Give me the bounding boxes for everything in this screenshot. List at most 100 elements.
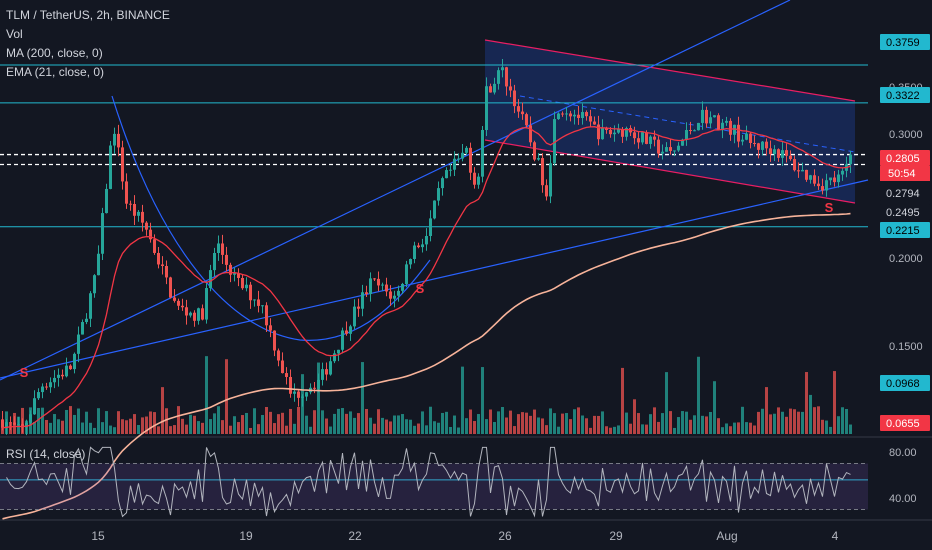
volume-bar [65, 409, 68, 434]
candle-body [713, 115, 716, 118]
candle-body [561, 113, 564, 115]
candle-body [477, 176, 480, 185]
x-tick-label: 26 [498, 529, 512, 543]
volume-bar [153, 412, 156, 434]
countdown-bg [880, 166, 930, 181]
volume-bar [245, 412, 248, 434]
volume-bars [1, 356, 852, 434]
candle-body [797, 170, 800, 172]
volume-bar [189, 414, 192, 434]
volume-bar [405, 419, 408, 434]
candle-body [53, 377, 56, 383]
ma-legend[interactable]: MA (200, close, 0) [6, 46, 103, 60]
rsi-legend[interactable]: RSI (14, close) [6, 447, 86, 461]
candle-body [581, 112, 584, 119]
volume-bar [377, 409, 380, 434]
volume-bar [833, 371, 836, 434]
volume-bar [825, 420, 828, 434]
candle-body [217, 243, 220, 253]
volume-bar [701, 415, 704, 434]
ema-legend[interactable]: EMA (21, close, 0) [6, 65, 105, 79]
volume-bar [605, 426, 608, 434]
candle-body [549, 163, 552, 197]
price-label-text: 0.3322 [886, 90, 920, 102]
candle-body [689, 130, 692, 132]
candle-body [457, 158, 460, 160]
candle-body [809, 175, 812, 180]
candle-body [593, 121, 596, 125]
candle-body [545, 185, 548, 197]
candle-body [849, 154, 852, 165]
candle-body [381, 284, 384, 286]
volume-bar [581, 415, 584, 434]
candle-body [429, 218, 432, 236]
candle-body [121, 147, 124, 182]
volume-bar [125, 420, 128, 434]
candle-body [181, 305, 184, 308]
volume-bar [317, 362, 320, 434]
volume-bar [45, 419, 48, 434]
candle-body [705, 109, 708, 124]
volume-bar [557, 426, 560, 434]
y-tick-label: 0.1500 [889, 341, 923, 353]
volume-bar [549, 408, 552, 434]
price-label-bg [880, 204, 930, 220]
volume-bar [525, 412, 528, 434]
candle-body [177, 300, 180, 306]
candle-body [617, 129, 620, 133]
volume-bar [785, 416, 788, 434]
candle-body [37, 392, 40, 399]
candle-body [185, 307, 188, 316]
candle-body [329, 361, 332, 375]
volume-bar [121, 419, 124, 434]
candle-body [677, 145, 680, 151]
price-label-text: 0.2794 [886, 188, 920, 200]
volume-bar [117, 411, 120, 434]
candle-body [117, 133, 120, 148]
volume-bar [773, 413, 776, 434]
candle-body [505, 67, 508, 87]
y-tick-label: 0.3000 [889, 129, 923, 141]
candle-body [153, 239, 156, 253]
x-tick-label: 15 [91, 529, 105, 543]
volume-bar [737, 422, 740, 434]
price-label-text: 0.2805 [886, 153, 920, 165]
volume-bar [589, 427, 592, 434]
volume-bar [33, 421, 36, 434]
volume-bar [561, 413, 564, 434]
volume-bar [621, 367, 624, 434]
volume-bar [497, 411, 500, 434]
candle-body [525, 114, 528, 126]
volume-bar [137, 425, 140, 434]
candle-body [237, 273, 240, 278]
price-label-bg [880, 34, 930, 50]
channel-mid-line [519, 95, 856, 153]
volume-bar [709, 412, 712, 434]
ema-21-line [2, 126, 851, 429]
symbol-title[interactable]: TLM / TetherUS, 2h, BINANCE [6, 8, 170, 22]
volume-bar [565, 413, 568, 434]
candle-body [513, 90, 516, 107]
rsi-band [0, 463, 868, 510]
volume-bar [513, 426, 516, 434]
candle-body [89, 293, 92, 319]
vol-legend[interactable]: Vol [6, 27, 23, 41]
volume-bar [145, 416, 148, 434]
candle-body [393, 295, 396, 299]
channel-upper-line [484, 39, 856, 102]
volume-bar [129, 418, 132, 434]
volume-bar [101, 422, 104, 434]
volume-bar [437, 422, 440, 434]
candle-body [825, 180, 828, 191]
candle-body [361, 292, 364, 309]
volume-bar [29, 407, 32, 434]
volume-bar [429, 406, 432, 434]
volume-bar [277, 414, 280, 434]
volume-bar [729, 426, 732, 434]
candle-body [405, 264, 408, 284]
volume-bar [425, 425, 428, 434]
volume-bar [433, 421, 436, 434]
trendline-support [0, 179, 869, 379]
candle-body [109, 145, 112, 189]
